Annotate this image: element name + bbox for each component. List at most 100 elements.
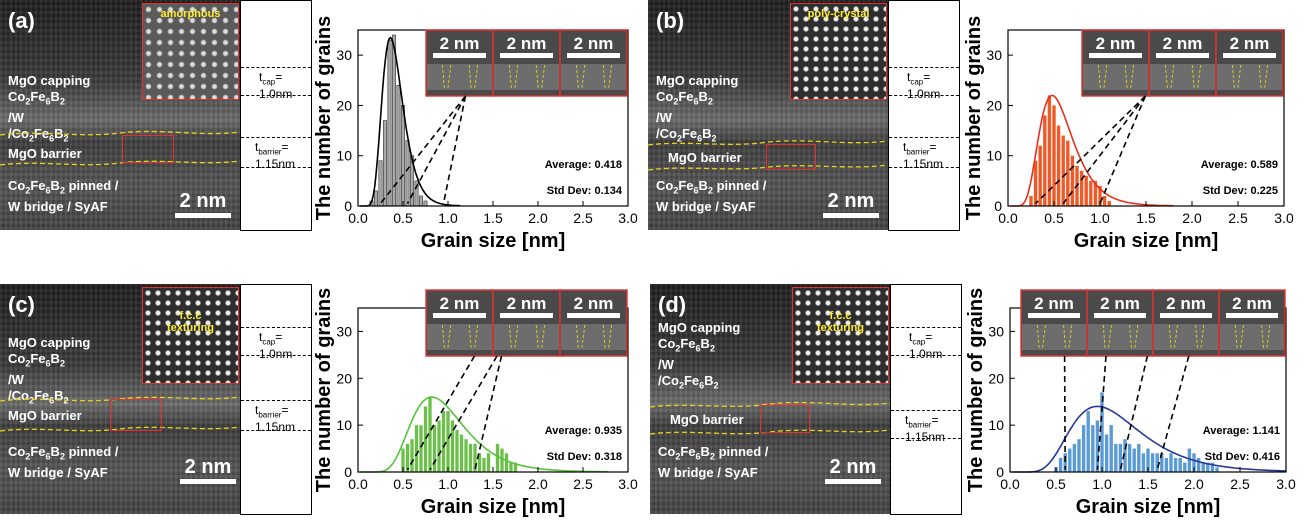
inset-label: f.c.c texturing bbox=[166, 310, 215, 334]
region-box bbox=[760, 405, 810, 433]
label-mgo-barrier: MgO barrier bbox=[670, 412, 744, 427]
y-axis-title: The number of grains bbox=[965, 288, 987, 492]
histogram-bar bbox=[1196, 457, 1201, 472]
inset-layer bbox=[1088, 324, 1152, 350]
scale-bar: 2 nm bbox=[180, 456, 236, 484]
inset-scale-bar bbox=[567, 53, 620, 58]
inset-scale-label: 2 nm bbox=[507, 294, 547, 313]
grain-boundary bbox=[1231, 64, 1235, 90]
grain-inset: 2 nm bbox=[1020, 289, 1088, 357]
histogram-bar bbox=[378, 160, 383, 207]
label-cofeb-top: Co2Fe6B2 bbox=[656, 89, 713, 107]
scale-bar: 2 nm bbox=[823, 190, 879, 218]
inset-scale-label: 2 nm bbox=[574, 34, 614, 53]
panel-letter: (d) bbox=[658, 292, 687, 317]
inset-layer bbox=[494, 64, 559, 90]
histogram-bar bbox=[383, 120, 387, 207]
t-barrier-label: tbarrier= 1.15nm bbox=[255, 140, 296, 172]
grain-boundary bbox=[1107, 324, 1112, 350]
histogram-bar bbox=[1038, 145, 1042, 206]
grain-boundary bbox=[1063, 324, 1067, 350]
histogram-bar bbox=[1086, 411, 1090, 472]
tem-bottom-labels: Co2Fe6B2 pinned / W bridge / SyAF bbox=[656, 178, 766, 215]
grain-boundary bbox=[1130, 64, 1135, 90]
histogram-bar bbox=[1084, 175, 1088, 206]
label-mgo-barrier: MgO barrier bbox=[668, 150, 742, 165]
grain-boundary bbox=[1195, 324, 1199, 350]
grain-boundary bbox=[1097, 64, 1101, 90]
inset-hrtem: poly-crystal bbox=[790, 3, 887, 100]
x-tick-label: 0.0 bbox=[348, 210, 368, 226]
connector-line bbox=[379, 95, 467, 204]
grain-boundary bbox=[1068, 324, 1073, 350]
stats-std: Std Dev: 0.318 bbox=[547, 451, 622, 463]
connector-line bbox=[442, 95, 467, 204]
stats-average: Average: 0.418 bbox=[545, 159, 622, 171]
grain-boundary bbox=[1173, 324, 1178, 350]
x-tick-label: 0.0 bbox=[348, 476, 368, 492]
y-tick-label: 10 bbox=[336, 148, 352, 164]
inset-scale-bar bbox=[1028, 313, 1080, 318]
x-tick-label: 0.0 bbox=[1000, 476, 1020, 492]
inset-scale-bar bbox=[500, 313, 553, 318]
grain-boundary bbox=[535, 64, 539, 90]
grain-boundary bbox=[1237, 64, 1242, 90]
grain-boundary bbox=[1239, 324, 1244, 350]
histogram-bar bbox=[1102, 195, 1107, 206]
grain-inset: 2 nm bbox=[1148, 29, 1217, 97]
histogram-bar bbox=[419, 425, 423, 472]
histogram-bar bbox=[1215, 467, 1219, 472]
label-w-bridge: W bridge / SyAF bbox=[8, 198, 108, 214]
histogram-bar bbox=[1192, 453, 1196, 472]
inset-hrtem: f.c.c texturing bbox=[792, 287, 889, 384]
grain-boundary bbox=[541, 324, 546, 350]
grain-inset: 2 nm bbox=[1152, 289, 1220, 357]
inset-scale-bar bbox=[1226, 313, 1278, 318]
connector-line bbox=[1062, 95, 1147, 204]
histogram-chart-a: 0.0 0.5 1.0 1.5 2.0 2.5 3.0 0 10 20 30 Grain size [… bbox=[313, 16, 638, 252]
stats-average: Average: 0.935 bbox=[545, 425, 622, 437]
x-axis-title: Grain size [nm] bbox=[421, 496, 565, 518]
inset-scale-label: 2 nm bbox=[440, 34, 480, 53]
histogram-bar bbox=[1089, 180, 1093, 206]
grain-boundary bbox=[468, 324, 472, 350]
histogram-bar bbox=[1095, 420, 1100, 472]
stats-std: Std Dev: 0.225 bbox=[1203, 185, 1278, 197]
panel-letter: (b) bbox=[656, 8, 685, 33]
x-tick-label: 3.0 bbox=[618, 210, 638, 226]
label-mgo-capping: MgO capping bbox=[8, 73, 91, 88]
inset-label: poly-crystal bbox=[807, 8, 870, 20]
y-tick-label: 10 bbox=[336, 417, 352, 433]
grain-boundary bbox=[1191, 64, 1195, 90]
histogram-bar bbox=[1127, 443, 1132, 472]
inset-scale-label: 2 nm bbox=[440, 294, 480, 313]
label-mgo-capping: MgO capping bbox=[658, 320, 741, 335]
connector-line bbox=[1063, 355, 1066, 470]
inset-layer bbox=[1154, 324, 1218, 350]
grain-inset: 2 nm bbox=[1218, 289, 1286, 357]
inset-scale-label: 2 nm bbox=[1096, 34, 1136, 53]
x-axis-title: Grain size [nm] bbox=[421, 230, 565, 252]
grain-boundary bbox=[608, 324, 613, 350]
inset-scale-bar bbox=[1094, 313, 1146, 318]
x-tick-label: 1.5 bbox=[1138, 476, 1158, 492]
thickness-schematic: tcap= 1.0nm tbarrier= 1.15nm bbox=[888, 0, 960, 231]
grain-boundary bbox=[1266, 324, 1271, 350]
label-w-bridge: W bridge / SyAF bbox=[656, 198, 756, 214]
label-w: /W bbox=[8, 371, 24, 387]
histogram-bar bbox=[1033, 160, 1038, 206]
y-tick-label: 0 bbox=[344, 198, 352, 214]
y-tick-label: 0 bbox=[996, 464, 1004, 480]
histogram-bar bbox=[1070, 155, 1075, 206]
inset-scale-bar bbox=[1223, 53, 1276, 58]
stats-average: Average: 1.141 bbox=[1203, 425, 1280, 437]
x-tick-label: 3.0 bbox=[618, 476, 638, 492]
grain-boundary bbox=[575, 64, 579, 90]
tem-bottom-labels: Co2Fe6B2 pinned / W bridge / SyAF bbox=[658, 444, 768, 481]
histogram-bar bbox=[1114, 443, 1118, 472]
x-tick-label: 2.0 bbox=[1184, 476, 1204, 492]
x-tick-label: 1.5 bbox=[1136, 210, 1156, 226]
grain-boundary bbox=[474, 64, 479, 90]
histogram-bar bbox=[468, 443, 473, 472]
inset-scale-bar bbox=[500, 53, 553, 58]
